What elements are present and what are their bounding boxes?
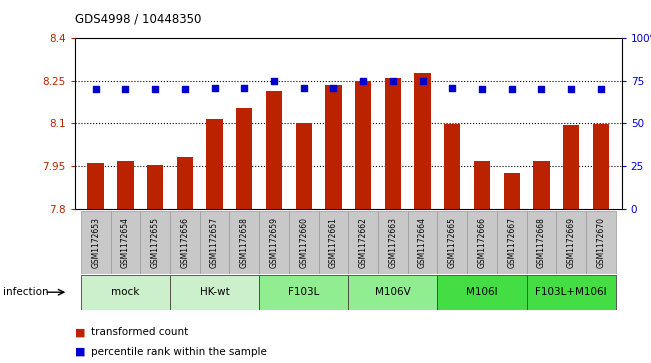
- FancyBboxPatch shape: [200, 211, 229, 274]
- Bar: [533, 161, 549, 209]
- Bar: [236, 108, 253, 209]
- FancyBboxPatch shape: [318, 211, 348, 274]
- Text: GSM1172662: GSM1172662: [359, 217, 368, 268]
- FancyBboxPatch shape: [259, 211, 289, 274]
- FancyBboxPatch shape: [170, 275, 259, 310]
- Text: GSM1172653: GSM1172653: [91, 217, 100, 268]
- FancyBboxPatch shape: [586, 211, 616, 274]
- Point: [566, 86, 576, 92]
- Point: [536, 86, 547, 92]
- Text: GSM1172667: GSM1172667: [507, 217, 516, 268]
- Point: [269, 78, 279, 83]
- FancyBboxPatch shape: [497, 211, 527, 274]
- Bar: [504, 173, 520, 209]
- Text: ■: ■: [75, 347, 85, 357]
- FancyBboxPatch shape: [259, 275, 348, 310]
- Point: [387, 78, 398, 83]
- Bar: [326, 85, 342, 209]
- Text: GSM1172668: GSM1172668: [537, 217, 546, 268]
- Point: [506, 86, 517, 92]
- Bar: [474, 161, 490, 209]
- Bar: [563, 125, 579, 209]
- Bar: [385, 78, 401, 209]
- Bar: [176, 157, 193, 209]
- Text: GDS4998 / 10448350: GDS4998 / 10448350: [75, 13, 201, 26]
- Point: [180, 86, 190, 92]
- Text: GSM1172669: GSM1172669: [566, 217, 575, 268]
- Text: GSM1172654: GSM1172654: [121, 217, 130, 268]
- Text: mock: mock: [111, 287, 139, 297]
- Point: [477, 86, 487, 92]
- Bar: [87, 163, 104, 209]
- Point: [596, 86, 606, 92]
- FancyBboxPatch shape: [348, 275, 437, 310]
- Bar: [206, 119, 223, 209]
- FancyBboxPatch shape: [378, 211, 408, 274]
- Bar: [444, 124, 460, 209]
- Point: [358, 78, 368, 83]
- Point: [417, 78, 428, 83]
- FancyBboxPatch shape: [557, 211, 586, 274]
- FancyBboxPatch shape: [289, 211, 318, 274]
- Point: [447, 85, 458, 90]
- Text: GSM1172664: GSM1172664: [418, 217, 427, 268]
- FancyBboxPatch shape: [170, 211, 200, 274]
- Text: GSM1172659: GSM1172659: [270, 217, 279, 268]
- Text: F103L+M106I: F103L+M106I: [535, 287, 607, 297]
- FancyBboxPatch shape: [229, 211, 259, 274]
- Text: transformed count: transformed count: [91, 327, 188, 337]
- Text: GSM1172663: GSM1172663: [389, 217, 397, 268]
- Text: GSM1172666: GSM1172666: [478, 217, 486, 268]
- FancyBboxPatch shape: [348, 211, 378, 274]
- Point: [210, 85, 220, 90]
- Bar: [296, 123, 312, 209]
- FancyBboxPatch shape: [81, 275, 170, 310]
- FancyBboxPatch shape: [437, 275, 527, 310]
- Text: GSM1172655: GSM1172655: [150, 217, 159, 268]
- Bar: [147, 165, 163, 209]
- Bar: [266, 91, 282, 209]
- Bar: [355, 81, 371, 209]
- Text: M106I: M106I: [466, 287, 498, 297]
- Bar: [117, 161, 133, 209]
- Text: GSM1172658: GSM1172658: [240, 217, 249, 268]
- Point: [239, 85, 249, 90]
- FancyBboxPatch shape: [437, 211, 467, 274]
- Text: GSM1172661: GSM1172661: [329, 217, 338, 268]
- Text: M106V: M106V: [375, 287, 411, 297]
- Text: ■: ■: [75, 327, 85, 337]
- Point: [328, 85, 339, 90]
- Text: percentile rank within the sample: percentile rank within the sample: [91, 347, 267, 357]
- Bar: [415, 73, 431, 209]
- FancyBboxPatch shape: [467, 211, 497, 274]
- FancyBboxPatch shape: [527, 275, 616, 310]
- Point: [150, 86, 160, 92]
- Text: HK-wt: HK-wt: [200, 287, 229, 297]
- Point: [90, 86, 101, 92]
- FancyBboxPatch shape: [408, 211, 437, 274]
- Point: [120, 86, 131, 92]
- Text: infection: infection: [3, 287, 49, 297]
- Point: [299, 85, 309, 90]
- Text: GSM1172660: GSM1172660: [299, 217, 308, 268]
- FancyBboxPatch shape: [140, 211, 170, 274]
- FancyBboxPatch shape: [81, 211, 111, 274]
- Text: GSM1172657: GSM1172657: [210, 217, 219, 268]
- Bar: [592, 124, 609, 209]
- FancyBboxPatch shape: [527, 211, 557, 274]
- FancyBboxPatch shape: [111, 211, 140, 274]
- Text: GSM1172665: GSM1172665: [448, 217, 457, 268]
- Text: GSM1172670: GSM1172670: [596, 217, 605, 268]
- Text: GSM1172656: GSM1172656: [180, 217, 189, 268]
- Text: F103L: F103L: [288, 287, 320, 297]
